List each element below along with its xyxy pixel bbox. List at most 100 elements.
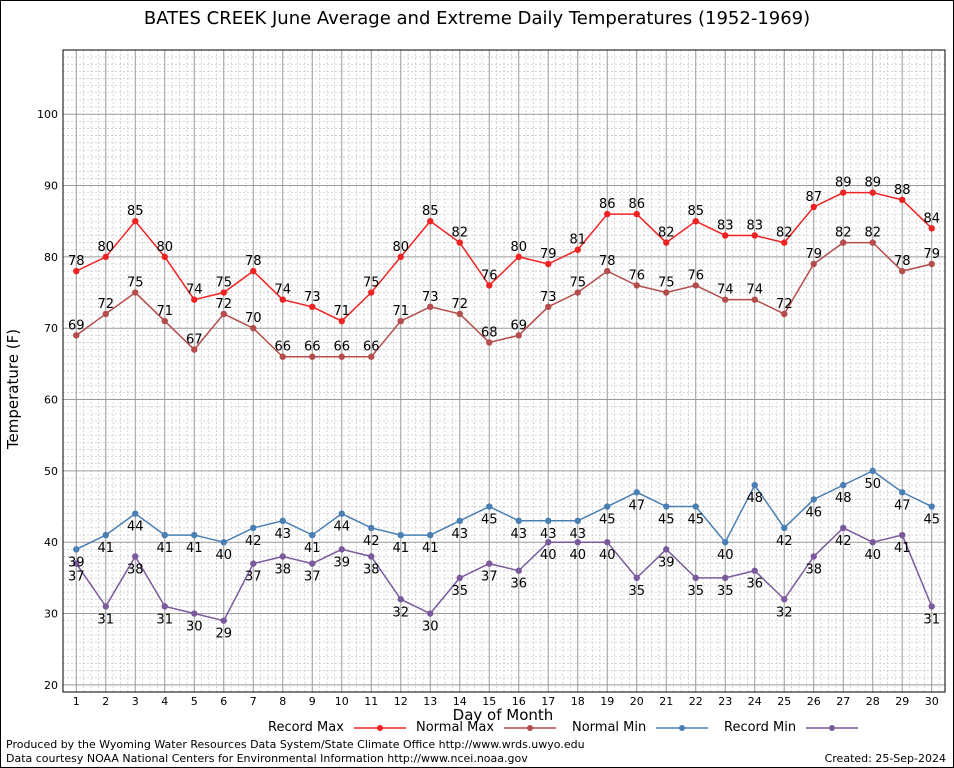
x-tick-label: 18 bbox=[571, 695, 585, 708]
data-point-normal-max bbox=[515, 332, 522, 339]
data-label-normal-max: 72 bbox=[215, 297, 232, 312]
data-label-record-min: 38 bbox=[805, 562, 822, 577]
data-point-record-min bbox=[368, 553, 375, 560]
data-point-record-max bbox=[810, 203, 817, 211]
footer-credit-line2: Data courtesy NOAA National Centers for … bbox=[6, 752, 528, 765]
data-label-normal-min: 48 bbox=[835, 491, 852, 506]
x-tick-label: 2 bbox=[102, 695, 109, 708]
x-tick-label: 7 bbox=[250, 695, 257, 708]
data-label-normal-min: 41 bbox=[186, 541, 203, 556]
data-label-record-min: 35 bbox=[687, 584, 704, 599]
data-label-record-max: 80 bbox=[392, 240, 409, 255]
legend-swatch-normal-max bbox=[504, 724, 557, 731]
legend-item-normal-max: Normal Max bbox=[416, 720, 558, 735]
data-label-record-min: 35 bbox=[451, 584, 468, 599]
data-label-record-min: 39 bbox=[333, 555, 350, 570]
data-point-normal-max bbox=[574, 289, 581, 296]
data-point-normal-min bbox=[338, 510, 345, 517]
data-label-record-min: 37 bbox=[304, 570, 321, 585]
x-tick-label: 5 bbox=[191, 695, 198, 708]
data-label-record-max: 79 bbox=[540, 247, 557, 262]
data-label-normal-max: 69 bbox=[510, 318, 527, 333]
data-label-record-max: 89 bbox=[835, 176, 852, 191]
data-label-record-min: 31 bbox=[156, 612, 173, 627]
data-label-normal-max: 69 bbox=[68, 318, 85, 333]
data-point-normal-max bbox=[309, 353, 316, 360]
data-point-record-min bbox=[663, 546, 670, 553]
x-tick-label: 4 bbox=[161, 695, 168, 708]
legend-label-record-max: Record Max bbox=[268, 720, 344, 735]
data-point-normal-max bbox=[397, 317, 404, 325]
data-point-record-max bbox=[338, 317, 345, 325]
x-tick-label: 22 bbox=[689, 695, 703, 708]
data-label-record-min: 32 bbox=[392, 605, 409, 620]
data-label-normal-max: 75 bbox=[569, 276, 586, 291]
data-label-normal-max: 78 bbox=[599, 254, 616, 269]
data-label-record-max: 80 bbox=[156, 240, 173, 255]
data-point-normal-min bbox=[574, 517, 581, 524]
legend-swatch-record-max bbox=[354, 724, 407, 731]
data-label-record-min: 42 bbox=[835, 534, 852, 549]
data-label-normal-max: 72 bbox=[97, 297, 114, 312]
data-label-normal-min: 44 bbox=[127, 520, 144, 535]
data-point-normal-max bbox=[604, 267, 611, 275]
data-label-normal-max: 68 bbox=[481, 325, 498, 340]
chart-title: BATES CREEK June Average and Extreme Dai… bbox=[143, 8, 811, 29]
legend-label-record-min: Record Min bbox=[724, 720, 797, 735]
data-label-record-max: 86 bbox=[628, 197, 645, 212]
data-label-record-min: 31 bbox=[923, 612, 940, 627]
data-label-normal-min: 45 bbox=[481, 513, 498, 528]
data-point-normal-max bbox=[73, 332, 80, 339]
data-point-normal-max bbox=[132, 289, 139, 296]
x-tick-label: 12 bbox=[394, 695, 408, 708]
data-label-record-max: 80 bbox=[97, 240, 114, 255]
data-point-record-max bbox=[722, 232, 729, 239]
data-point-normal-max bbox=[338, 353, 345, 360]
data-point-record-min bbox=[604, 539, 611, 546]
data-point-record-max bbox=[840, 189, 847, 196]
x-tick-label: 1 bbox=[73, 695, 80, 708]
legend-label-normal-max: Normal Max bbox=[416, 720, 495, 735]
data-label-normal-min: 47 bbox=[628, 498, 645, 513]
data-label-record-max: 84 bbox=[923, 211, 940, 226]
data-label-normal-max: 76 bbox=[628, 268, 645, 283]
data-label-normal-max: 79 bbox=[923, 247, 940, 262]
x-tick-label: 29 bbox=[895, 695, 909, 708]
data-point-record-min bbox=[456, 574, 463, 582]
data-point-normal-max bbox=[751, 296, 758, 303]
data-point-record-min bbox=[751, 567, 758, 574]
data-label-normal-max: 74 bbox=[746, 283, 763, 298]
legend: Record Max Normal Max Normal Min Record … bbox=[0, 720, 954, 740]
data-point-record-max bbox=[751, 232, 758, 239]
x-tick-label: 27 bbox=[836, 695, 850, 708]
data-point-record-min bbox=[840, 524, 847, 532]
data-label-normal-max: 70 bbox=[245, 311, 262, 326]
x-tick-label: 9 bbox=[309, 695, 316, 708]
footer-created-date: Created: 25-Sep-2024 bbox=[824, 752, 946, 765]
data-label-normal-max: 75 bbox=[127, 276, 144, 291]
data-label-record-max: 71 bbox=[333, 304, 350, 319]
data-label-normal-min: 41 bbox=[156, 541, 173, 556]
data-point-record-min bbox=[191, 610, 198, 617]
data-point-normal-min bbox=[545, 517, 552, 524]
data-point-normal-min bbox=[191, 531, 198, 539]
data-label-normal-min: 44 bbox=[333, 520, 350, 535]
data-point-normal-min bbox=[928, 503, 935, 510]
data-point-record-max bbox=[869, 189, 876, 196]
data-label-normal-max: 82 bbox=[835, 226, 852, 241]
data-labels: 78 80 85 80 74 75 78 74 73 71 75 80 85 82 76 80 79 81 86 86… bbox=[68, 176, 940, 642]
data-point-record-min bbox=[515, 567, 522, 574]
data-point-normal-min bbox=[781, 524, 788, 532]
x-tick-label: 14 bbox=[453, 695, 467, 708]
x-tick-label: 20 bbox=[630, 695, 644, 708]
y-tick-label: 20 bbox=[44, 679, 58, 692]
data-label-record-max: 83 bbox=[717, 218, 734, 233]
data-label-record-min: 38 bbox=[127, 562, 144, 577]
data-point-record-max bbox=[368, 289, 375, 296]
data-label-normal-min: 43 bbox=[569, 527, 586, 542]
series-line-record-min bbox=[75, 527, 933, 622]
data-label-normal-min: 42 bbox=[776, 534, 793, 549]
data-point-record-max bbox=[73, 267, 80, 275]
data-point-normal-max bbox=[781, 310, 788, 318]
data-label-record-max: 75 bbox=[215, 276, 232, 291]
